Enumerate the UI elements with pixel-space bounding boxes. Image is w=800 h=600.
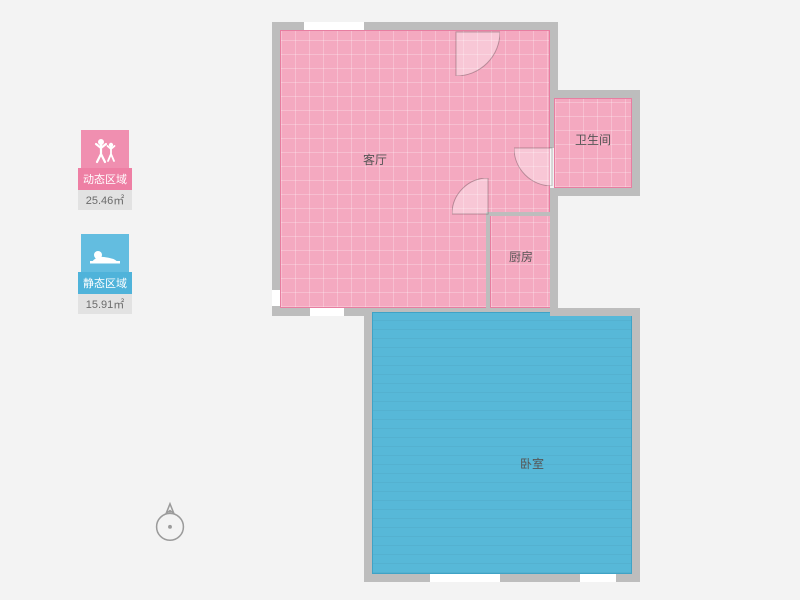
wall	[550, 308, 640, 316]
legend-static-label: 静态区域	[78, 272, 132, 294]
room-bedroom: 卧室	[372, 312, 632, 574]
legend-panel: 动态区域 25.46㎡ 静态区域 15.91㎡	[75, 130, 135, 338]
wall	[364, 308, 558, 312]
wall	[550, 188, 640, 196]
room-label-living: 客厅	[363, 151, 387, 168]
legend-dynamic: 动态区域 25.46㎡	[75, 130, 135, 210]
wall	[550, 188, 558, 312]
wall	[632, 90, 640, 196]
wall	[632, 308, 640, 582]
sleep-icon	[81, 234, 129, 274]
legend-static-area: 15.91㎡	[78, 294, 132, 314]
opening	[580, 574, 616, 582]
wall	[550, 22, 558, 98]
opening	[310, 308, 344, 316]
floor-plan: 客厅卫生间厨房卧室	[280, 30, 720, 580]
people-icon	[81, 130, 129, 170]
legend-dynamic-area: 25.46㎡	[78, 190, 132, 210]
opening	[272, 290, 280, 306]
compass-icon	[150, 500, 190, 551]
door-arc	[452, 178, 524, 250]
wall	[272, 22, 280, 316]
wall	[550, 90, 640, 98]
room-label-bedroom: 卧室	[520, 455, 544, 472]
room-label-kitchen: 厨房	[509, 248, 533, 265]
opening	[430, 574, 500, 582]
wall	[364, 308, 372, 582]
legend-dynamic-label: 动态区域	[78, 168, 132, 190]
legend-static: 静态区域 15.91㎡	[75, 234, 135, 314]
door-arc	[514, 110, 590, 186]
door-arc	[412, 0, 500, 76]
opening	[304, 22, 364, 30]
